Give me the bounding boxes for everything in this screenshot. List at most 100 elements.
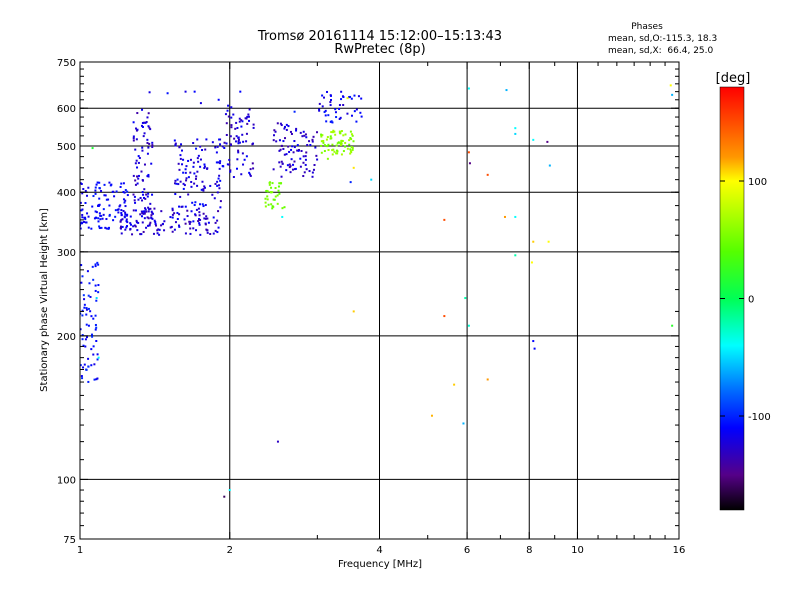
data-point [273,129,276,132]
data-point [350,97,353,100]
data-point [299,131,302,134]
data-point [96,181,99,184]
data-point [90,227,93,230]
data-point [216,145,219,148]
data-point [93,363,96,366]
data-point [81,334,84,337]
data-point [268,183,271,186]
colorbar-tick-label: 100 [748,177,767,188]
data-point [171,213,174,216]
data-point [532,240,535,243]
data-point [326,157,329,160]
data-point [141,121,144,124]
data-point [140,215,143,218]
data-point [199,165,202,168]
data-point [530,261,533,264]
data-point [217,226,220,229]
data-point [141,146,144,149]
data-point [339,116,342,119]
data-point [86,336,89,339]
data-point [196,184,199,187]
data-point [269,191,272,194]
data-point [133,224,136,227]
data-point [350,145,353,148]
data-point [84,201,87,204]
data-point [87,186,90,189]
data-point [222,165,225,168]
data-point [467,324,470,327]
data-point [90,315,93,318]
data-point [230,124,233,127]
data-point [330,120,333,123]
data-point [83,363,86,366]
data-point [195,175,198,178]
data-point [94,210,97,213]
data-point [204,217,207,220]
data-point [135,219,138,222]
data-point [338,104,341,107]
data-point [292,163,295,166]
data-point [147,173,150,176]
data-point [136,128,139,131]
data-point [335,144,338,147]
data-point [186,215,189,218]
data-point [340,130,343,133]
data-point [183,218,186,221]
data-point [134,201,137,204]
data-point [81,213,84,216]
data-point [346,112,349,115]
data-point [209,233,212,236]
x-tick-label: 2 [227,545,233,556]
data-point [464,297,467,300]
data-point [123,191,126,194]
data-point [191,201,194,204]
data-point [148,224,151,227]
data-point [278,139,281,142]
data-point [87,294,90,297]
data-point [178,205,181,208]
data-point [98,197,101,200]
data-point [174,142,177,145]
data-point [313,164,316,167]
data-point [533,347,536,350]
data-point [85,308,88,311]
data-point [85,368,88,371]
data-point [149,221,152,224]
data-point [223,141,226,144]
data-point [143,212,146,215]
data-point [355,108,358,111]
data-point [351,148,354,151]
data-point [189,220,192,223]
data-point [184,232,187,235]
data-point [185,179,188,182]
data-point [149,202,152,205]
data-point [147,217,150,220]
data-point [154,223,157,226]
data-point [230,106,233,109]
data-point [197,160,200,163]
data-point [671,93,674,96]
data-point [103,183,106,186]
data-point [203,165,206,168]
data-point [178,225,181,228]
y-axis-label: Stationary phase Virtual Height [km] [39,208,50,392]
data-point [280,175,283,178]
data-point [141,199,144,202]
data-point [206,231,209,234]
data-point [146,175,149,178]
data-point [221,145,224,148]
data-point [314,146,317,149]
data-point [283,125,286,128]
data-point [197,220,200,223]
data-point [198,218,201,221]
data-point [92,195,95,198]
data-point [148,208,151,211]
data-point [142,196,145,199]
data-point [237,149,240,152]
data-point [311,138,314,141]
data-point [331,131,334,134]
data-point [195,208,198,211]
data-point [245,140,248,143]
data-point [311,171,314,174]
data-point [224,113,227,116]
